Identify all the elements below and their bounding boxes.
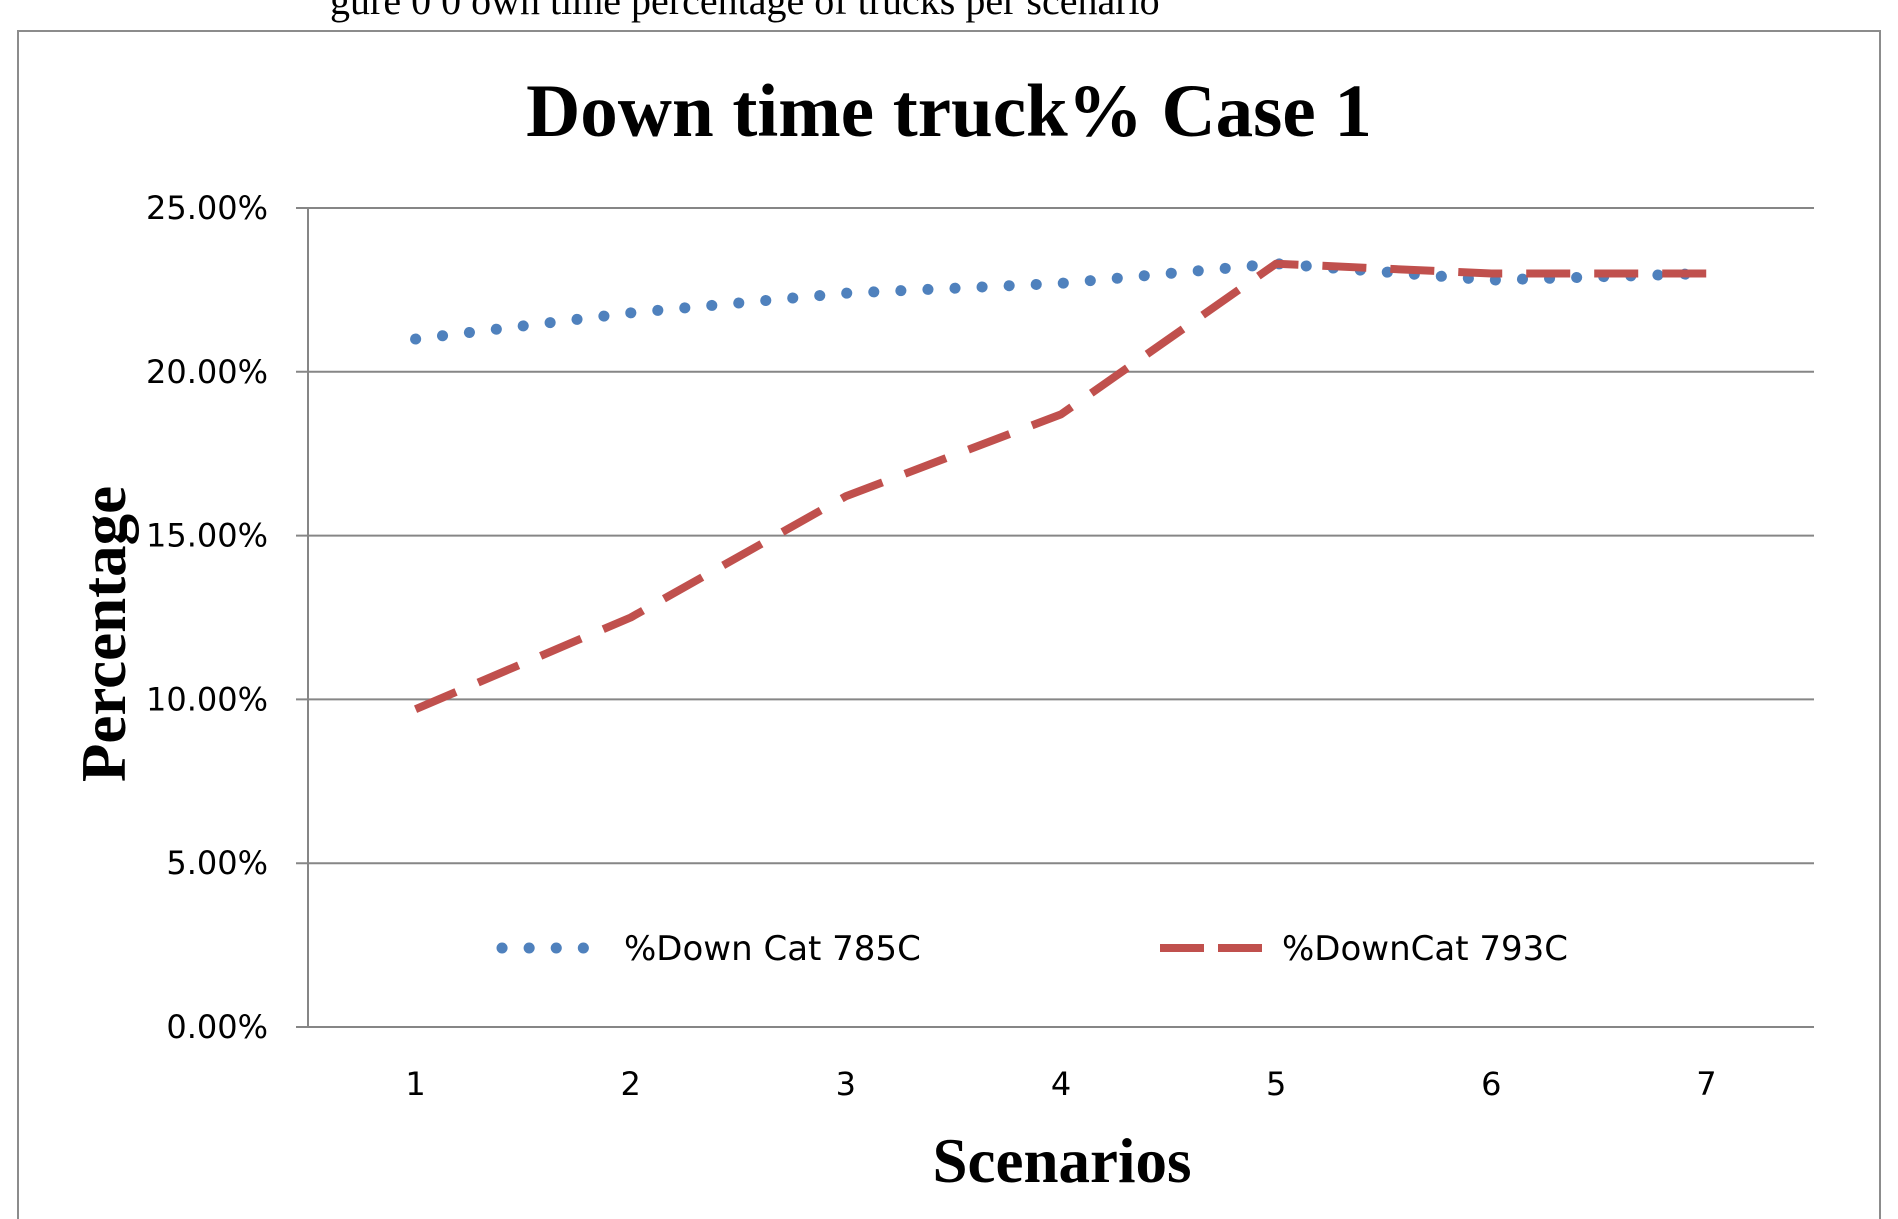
gridlines (296, 207, 1814, 1028)
y-tick-label-1: 5.00% (166, 844, 268, 882)
x-tick-label-1: 1 (405, 1065, 425, 1103)
y-tick-label-0: 0.00% (166, 1008, 268, 1046)
x-tick-label-2: 2 (621, 1065, 641, 1103)
chart-title: Down time truck% Case 1 (526, 70, 1372, 153)
x-tick-label-4: 4 (1051, 1065, 1071, 1103)
y-tick-label-4: 20.00% (146, 353, 268, 391)
figure-caption-fragment: gure 0 0 own time percentage of trucks p… (330, 0, 1160, 23)
y-tick-labels: 0.00% 5.00% 10.00% 15.00% 20.00% 25.00% (146, 189, 268, 1046)
legend: %Down Cat 785C %DownCat 793C (496, 929, 1568, 969)
series-line-1 (414, 259, 1707, 713)
series-line-0 (410, 258, 1712, 345)
legend-label-1: %DownCat 793C (1282, 929, 1568, 969)
x-tick-label-5: 5 (1266, 1065, 1286, 1103)
chart-frame (17, 30, 1881, 1219)
x-tick-label-6: 6 (1481, 1065, 1501, 1103)
x-tick-label-3: 3 (836, 1065, 856, 1103)
y-tick-label-3: 15.00% (146, 517, 268, 555)
y-axis-title: Percentage (69, 486, 139, 782)
y-tick-label-2: 10.00% (146, 680, 268, 718)
x-tick-labels: 1 2 3 4 5 6 7 (405, 1065, 1716, 1103)
series-group (410, 258, 1712, 713)
y-tick-label-5: 25.00% (146, 189, 268, 227)
x-tick-label-7: 7 (1696, 1065, 1716, 1103)
x-axis-title: Scenarios (933, 1126, 1192, 1196)
legend-label-0: %Down Cat 785C (624, 929, 921, 969)
